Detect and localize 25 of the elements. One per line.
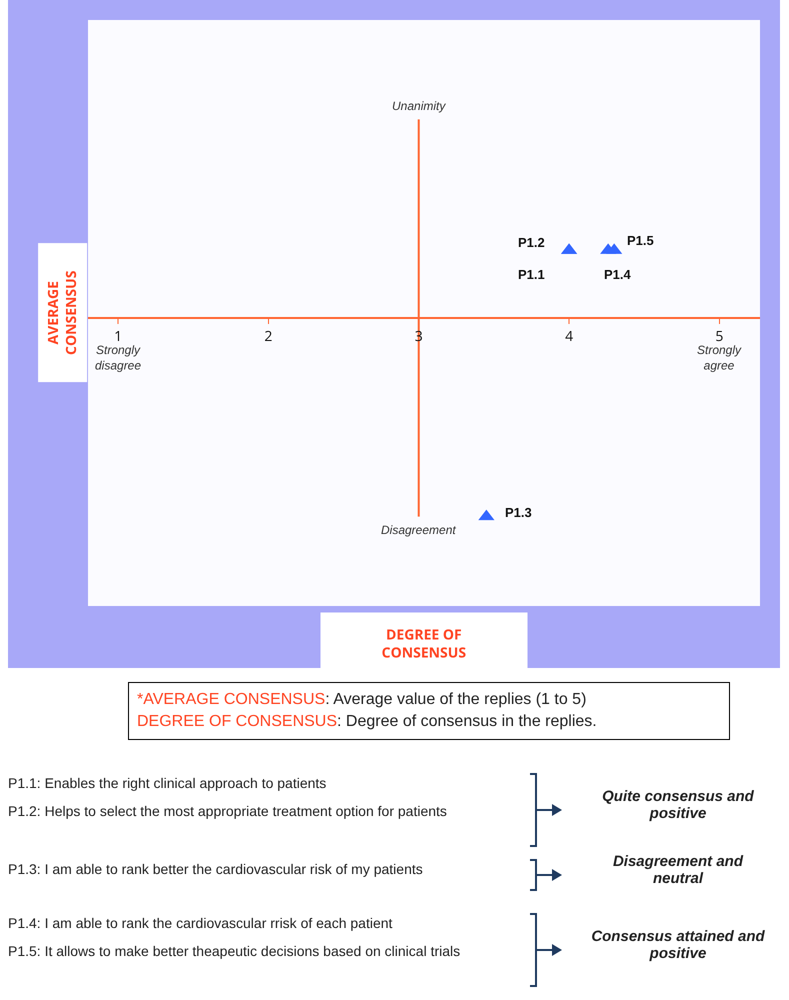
text: Unanimity (392, 99, 446, 113)
text: P1.3: I am able to rank better the cardiovascular risk of my patients (8, 860, 424, 878)
text: DEGREE OF CONSENSUS: Degree of consensus in the replies. (137, 713, 597, 730)
annotation: P1.5 (627, 233, 654, 248)
x-tick-label: 1 (114, 326, 122, 346)
text: P1.1: Enables the right clinical approach to patients (8, 774, 328, 792)
text: DEGREE OF CONSENSUS (382, 625, 466, 663)
text: P1.2: Helps to select the most appropriate treatment option for patients (8, 802, 448, 820)
annotation: P1.2 (518, 235, 545, 250)
annotation: P1.3 (505, 505, 532, 520)
text: *AVERAGE CONSENSUS: Average value of the replies (1 to 5) (137, 691, 586, 708)
x-tick-label: 4 (565, 326, 574, 346)
annotation: P1.4 (604, 267, 632, 282)
annotation: P1.1 (518, 267, 545, 282)
annotation: Strongly agree (697, 343, 742, 373)
text: Consensus attained and positive (590, 928, 766, 962)
x-tick-label: 5 (715, 326, 724, 346)
text: P1.5: It allows to make better theapeutic decisions based on clinical trials (8, 942, 462, 960)
text: Disagreement (381, 523, 456, 537)
annotation: Strongly disagree (95, 343, 142, 373)
text: Disagreement and neutral (612, 853, 744, 887)
x-tick-label: 2 (264, 326, 272, 346)
y-axis-title: AVERAGE CONSENSUS (44, 270, 82, 355)
text: Quite consensus and positive (601, 788, 755, 822)
text: P1.4: I am able to rank the cardiovascular rrisk of each patient (8, 914, 394, 932)
